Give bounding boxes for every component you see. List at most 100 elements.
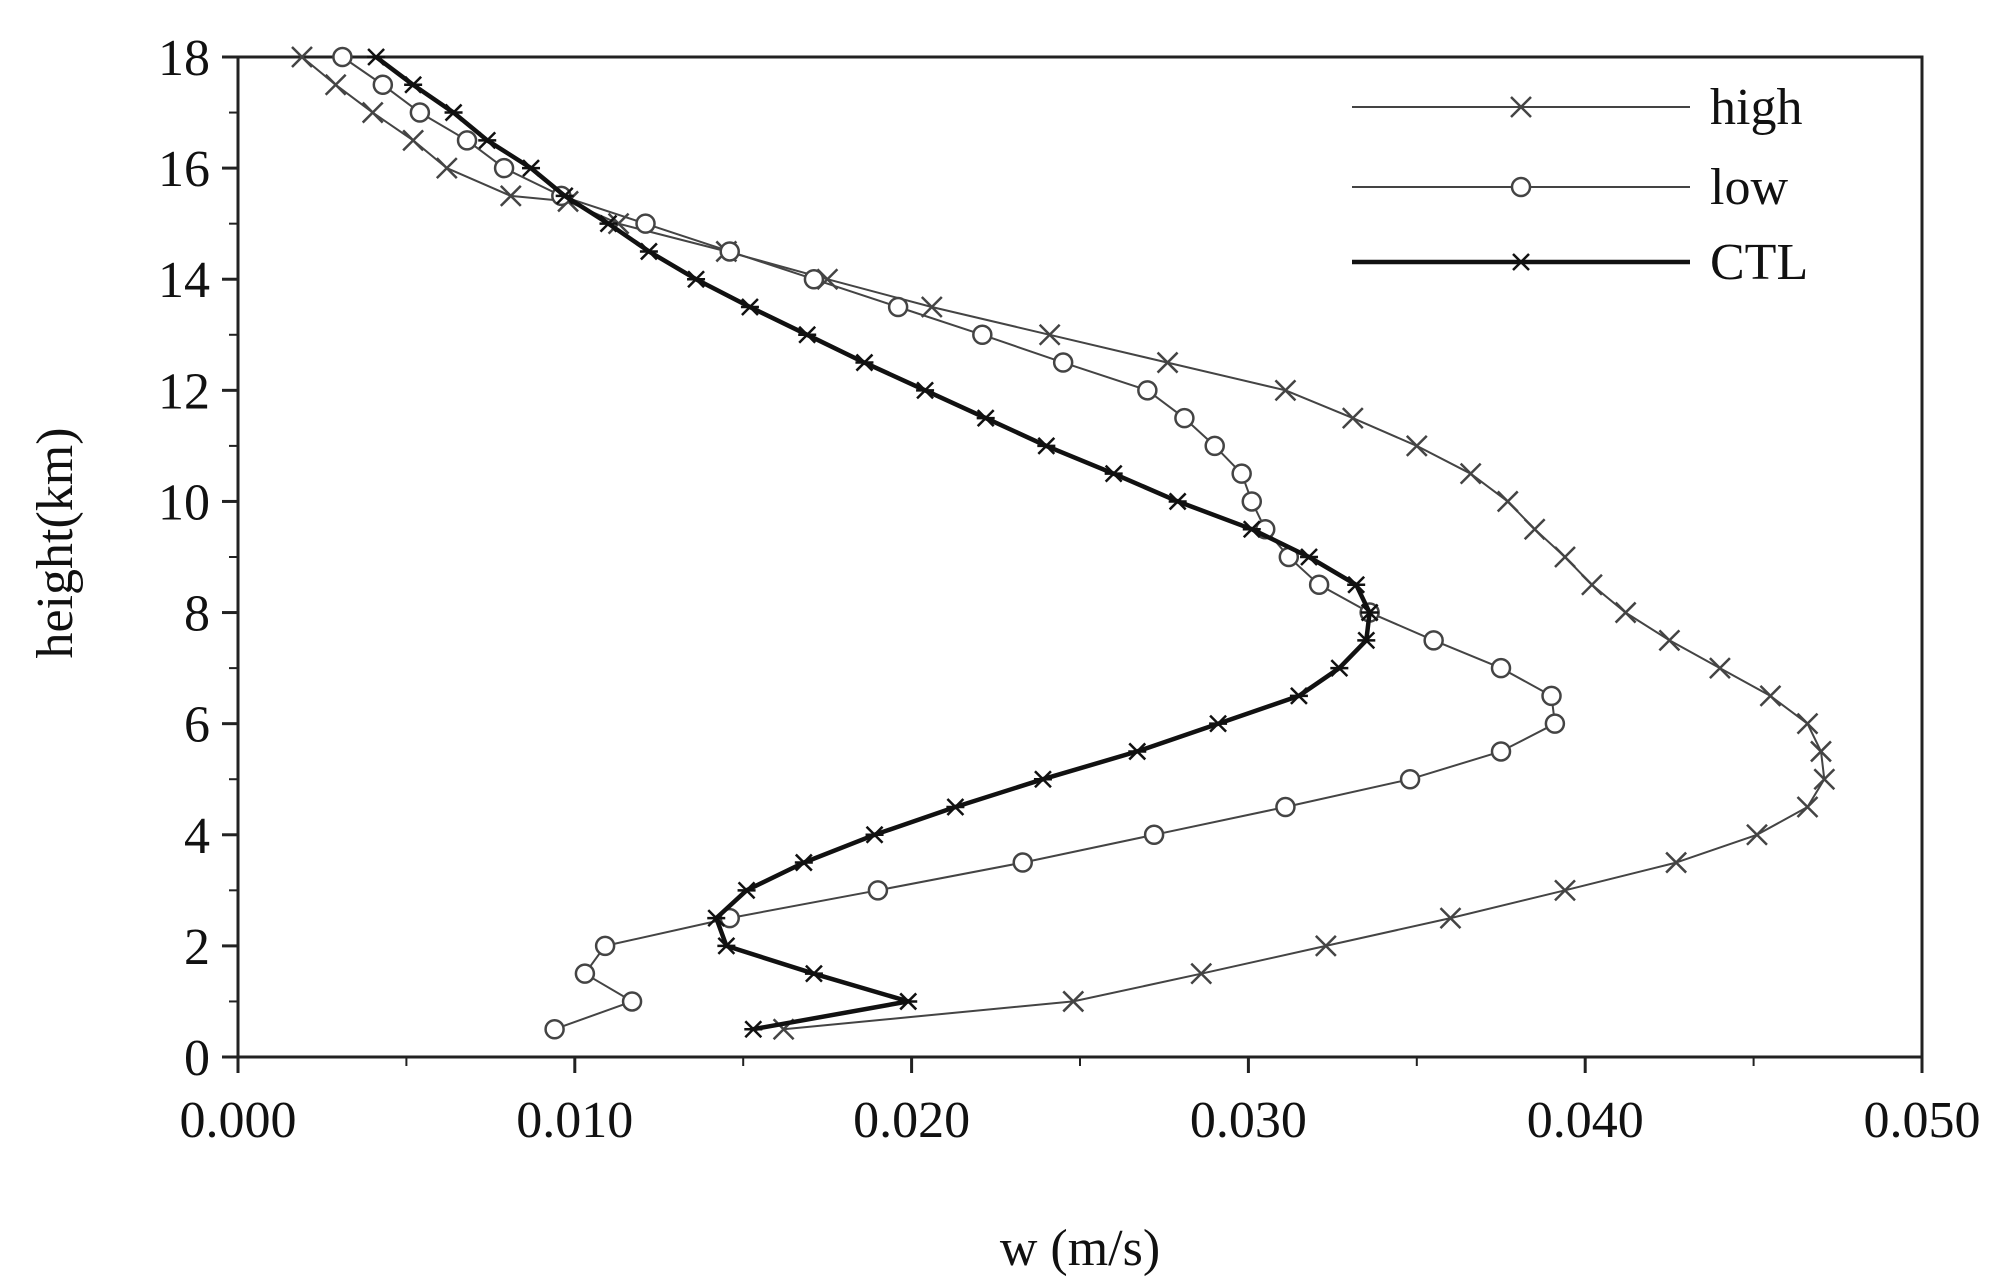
data-point	[409, 102, 431, 123]
legend-item-ctl: CTL	[1352, 234, 1808, 291]
data-point	[740, 298, 759, 316]
data-point	[522, 159, 541, 177]
point-stroke	[402, 129, 425, 152]
data-point	[361, 101, 384, 124]
point-stroke	[1156, 351, 1179, 374]
y-axis-title: height(km)	[27, 427, 84, 658]
point-stroke	[1190, 962, 1213, 985]
data-point	[707, 909, 726, 927]
data-point	[744, 1020, 763, 1039]
data-point	[324, 73, 347, 96]
data-point	[404, 75, 423, 94]
point-stroke	[1796, 796, 1819, 818]
data-point	[1231, 463, 1252, 484]
legend: high low CTL	[1352, 79, 1808, 291]
data-point	[1128, 742, 1147, 761]
data-point	[1209, 714, 1228, 733]
data-point	[976, 409, 995, 427]
point-stroke	[1658, 629, 1681, 652]
data-point	[367, 48, 386, 66]
data-point	[1033, 770, 1052, 789]
data-point	[1204, 435, 1225, 457]
point-stroke	[1746, 823, 1768, 846]
data-point	[544, 1018, 565, 1040]
data-point	[803, 268, 825, 290]
data-point	[1459, 462, 1482, 485]
data-point	[1314, 935, 1337, 957]
point-stroke	[1038, 323, 1061, 346]
data-point	[1759, 685, 1782, 707]
point-stroke	[1796, 712, 1819, 735]
point-stroke	[1341, 407, 1364, 429]
y-tick-label: 8	[184, 586, 210, 643]
data-point	[1168, 492, 1187, 511]
data-point	[1104, 464, 1123, 483]
x-tick-label: 0.050	[1864, 1092, 1981, 1149]
data-point	[599, 214, 618, 233]
point-stroke	[920, 296, 943, 318]
data-point	[717, 937, 736, 955]
point-stroke	[324, 73, 347, 96]
data-point	[1796, 712, 1819, 735]
data-point	[946, 798, 965, 816]
data-point	[1241, 491, 1263, 512]
data-point	[1300, 548, 1319, 566]
data-point	[1554, 546, 1576, 568]
data-point	[1357, 631, 1376, 650]
point-stroke	[1614, 601, 1637, 624]
data-point	[456, 130, 478, 151]
data-point	[1813, 768, 1836, 791]
x-tick-label: 0.030	[1190, 1092, 1307, 1149]
data-point	[1037, 437, 1056, 455]
data-point	[1709, 657, 1731, 679]
point-stroke	[1709, 657, 1731, 679]
point-stroke	[1510, 96, 1532, 118]
data-point	[402, 129, 425, 152]
data-point	[291, 46, 313, 68]
legend-label: low	[1710, 159, 1788, 216]
point-stroke	[1813, 768, 1836, 791]
data-point	[1360, 603, 1379, 622]
data-point	[1746, 823, 1768, 846]
data-point	[1190, 962, 1213, 985]
data-point	[1330, 659, 1349, 677]
data-point	[1554, 879, 1576, 902]
legend-label: CTL	[1710, 234, 1808, 291]
x-axis-title: w (m/s)	[1000, 1220, 1160, 1277]
point-stroke	[499, 185, 522, 207]
data-point	[1156, 351, 1179, 374]
y-tick-label: 0	[184, 1030, 210, 1087]
x-tick-label: 0.040	[1527, 1092, 1644, 1149]
data-point	[1541, 685, 1562, 707]
data-point	[867, 880, 889, 901]
data-point	[478, 131, 497, 150]
data-point	[1052, 352, 1074, 373]
data-point	[737, 881, 756, 900]
data-point	[1439, 907, 1462, 929]
data-point	[444, 103, 463, 122]
data-point	[639, 242, 658, 261]
data-point	[1614, 601, 1637, 624]
point-stroke	[361, 101, 384, 124]
point-stroke	[1062, 990, 1085, 1013]
axis-ticks: 0.000 0.010 0.020 0.030 0.040 0.050 0 2 4 6 8 10 12 1…	[158, 30, 1981, 1149]
data-point	[1512, 253, 1530, 271]
y-tick-label: 2	[184, 919, 210, 976]
data-point	[899, 992, 918, 1011]
point-stroke	[1459, 462, 1482, 485]
legend-item-low: low	[1352, 159, 1788, 216]
data-point	[865, 825, 884, 844]
y-tick-label: 18	[158, 30, 210, 87]
plot-frame	[236, 55, 1924, 1059]
data-point	[1523, 518, 1546, 541]
data-point	[332, 46, 353, 68]
data-point	[1490, 657, 1512, 679]
data-point	[1275, 796, 1296, 818]
point-stroke	[1496, 490, 1519, 513]
data-point	[1137, 380, 1158, 401]
point-stroke	[291, 46, 313, 68]
series-line	[374, 55, 1372, 1032]
data-point	[1490, 741, 1512, 762]
data-point	[1810, 740, 1832, 763]
data-point	[1544, 713, 1566, 734]
